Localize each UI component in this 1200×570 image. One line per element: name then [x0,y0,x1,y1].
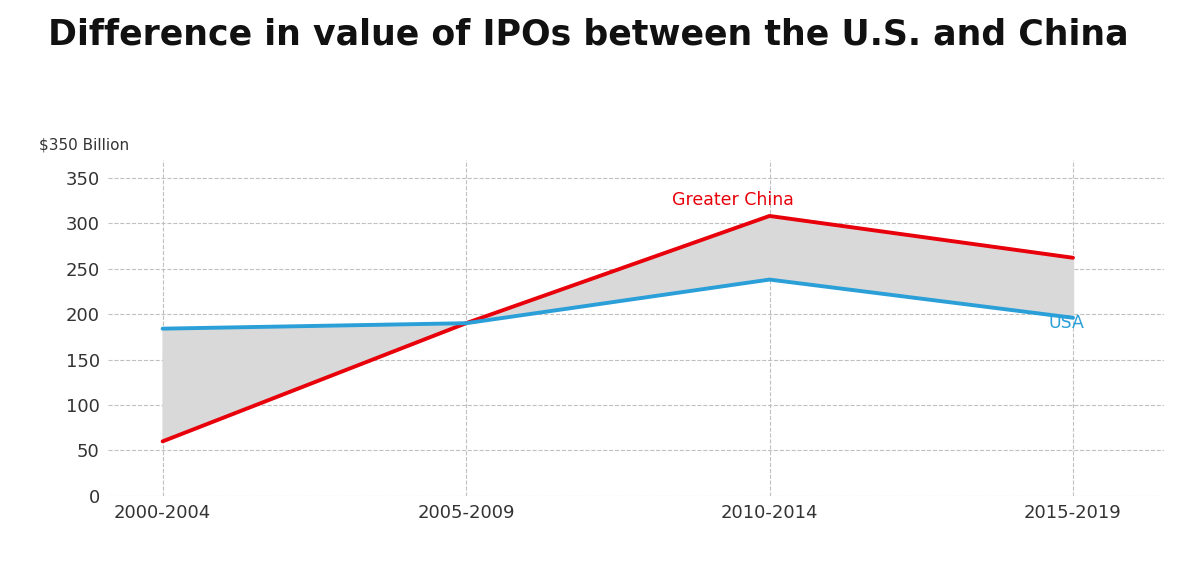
Text: $350 Billion: $350 Billion [40,138,130,153]
Text: Greater China: Greater China [672,191,794,209]
Text: USA: USA [1049,314,1085,332]
Text: Difference in value of IPOs between the U.S. and China: Difference in value of IPOs between the … [48,17,1129,51]
